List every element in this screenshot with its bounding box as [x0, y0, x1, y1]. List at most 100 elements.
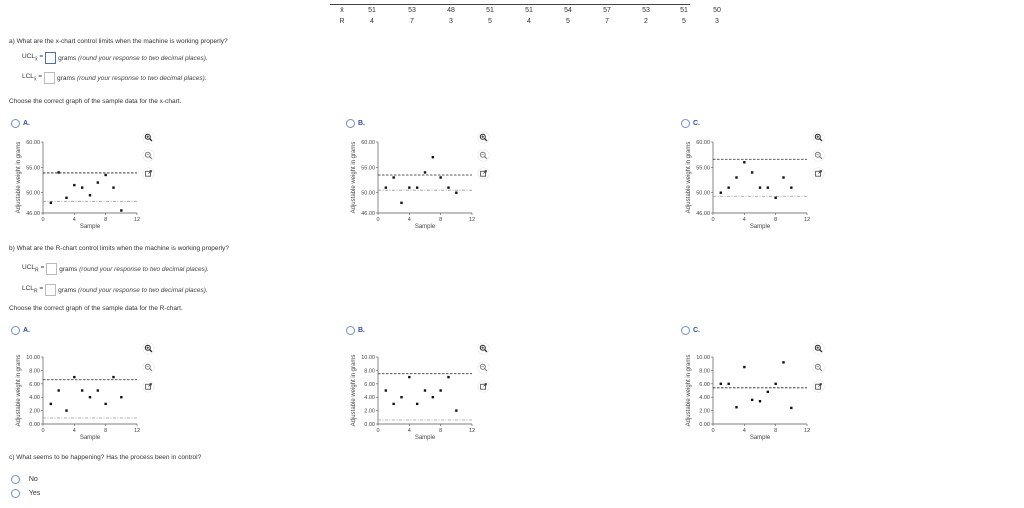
- option-no[interactable]: No: [11, 475, 38, 484]
- radio-no[interactable]: [11, 475, 20, 484]
- zoom-out-button[interactable]: [143, 150, 154, 161]
- zoom-out-button[interactable]: [143, 362, 154, 373]
- chart-option-r-A: A. 10.00 8.00 6.00 4.00 2.00 0.00 0 4 8 12 Sample Ad…: [0, 322, 170, 447]
- option-radio-r-A[interactable]: A.: [11, 326, 30, 335]
- option-yes[interactable]: Yes: [11, 489, 40, 498]
- scatter-plot: 10.00 8.00 6.00 4.00 2.00 0.000 4 8 12 Sample Adju…: [16, 355, 140, 441]
- option-radio-r-C[interactable]: C.: [681, 326, 700, 335]
- svg-text:4.00: 4.00: [29, 395, 40, 401]
- zoom-out-button[interactable]: [813, 150, 824, 161]
- svg-text:2.00: 2.00: [364, 409, 375, 415]
- option-radio-xbar-B[interactable]: B.: [346, 119, 365, 128]
- svg-text:50.00: 50.00: [26, 191, 40, 197]
- popout-button[interactable]: [813, 168, 824, 179]
- lcl-r-row: LCLR = grams (round your response to two…: [22, 284, 208, 296]
- table-cell: 5: [488, 18, 492, 25]
- popout-button[interactable]: [478, 168, 489, 179]
- ucl-xbar-input[interactable]: [45, 52, 57, 64]
- option-radio-xbar-C[interactable]: C.: [681, 119, 700, 128]
- popout-icon: [815, 383, 822, 390]
- svg-text:4: 4: [743, 217, 746, 223]
- zoom-in-button[interactable]: [478, 132, 489, 143]
- radio-circle[interactable]: [681, 326, 690, 335]
- lcl-xbar-input[interactable]: [44, 72, 56, 84]
- zoom-in-button[interactable]: [478, 343, 489, 354]
- popout-button[interactable]: [478, 381, 489, 392]
- popout-button[interactable]: [143, 168, 154, 179]
- zoom-in-button[interactable]: [813, 343, 824, 354]
- svg-text:Sample: Sample: [750, 224, 771, 230]
- svg-text:10.00: 10.00: [696, 355, 710, 361]
- zoom-in-button[interactable]: [143, 132, 154, 143]
- chart-option-xbar-C: C. 60.00 55.00 50.00 46.00 0 4 8 12 Sample Adjusta…: [670, 115, 840, 230]
- scatter-plot: 60.00 55.00 50.00 46.000 4 8 12 Sample Adjustabl…: [351, 140, 475, 230]
- option-label: B.: [358, 120, 365, 127]
- svg-text:Adjustable weight in grams: Adjustable weight in grams: [351, 355, 357, 427]
- table-cell: 53: [408, 7, 416, 14]
- radio-circle[interactable]: [346, 119, 355, 128]
- table-cell: 53: [642, 7, 650, 14]
- option-label: A.: [23, 120, 30, 127]
- svg-text:10.00: 10.00: [26, 355, 40, 361]
- svg-text:8.00: 8.00: [699, 368, 710, 374]
- svg-text:Sample: Sample: [415, 224, 436, 230]
- lcl-r-input[interactable]: [45, 284, 57, 296]
- svg-text:Adjustable weight in grams: Adjustable weight in grams: [686, 355, 692, 427]
- svg-text:55.00: 55.00: [361, 165, 375, 171]
- radio-yes[interactable]: [11, 489, 20, 498]
- chart-option-xbar-A: A. 60.00 55.00 50.00 46.00 0 4 8 12 Sample Adjusta…: [0, 115, 170, 230]
- table-cell: 51: [525, 7, 533, 14]
- lcl-label: LCLR =: [22, 285, 44, 295]
- table-cell: 5: [566, 18, 570, 25]
- zoom-out-button[interactable]: [813, 362, 824, 373]
- table-cell: 51: [486, 7, 494, 14]
- svg-text:0: 0: [376, 217, 379, 223]
- option-radio-r-B[interactable]: B.: [346, 326, 365, 335]
- svg-text:55.00: 55.00: [26, 165, 40, 171]
- svg-text:4: 4: [743, 428, 746, 434]
- radio-circle[interactable]: [346, 326, 355, 335]
- zoom-out-icon: [814, 363, 823, 372]
- zoom-out-button[interactable]: [478, 150, 489, 161]
- svg-text:Adjustable weight in grams: Adjustable weight in grams: [16, 355, 22, 427]
- zoom-in-icon: [814, 133, 823, 142]
- svg-text:Sample: Sample: [80, 435, 101, 441]
- svg-text:0: 0: [376, 428, 379, 434]
- row-label: x̄: [340, 7, 344, 14]
- popout-button[interactable]: [143, 381, 154, 392]
- table-cell: 51: [680, 7, 688, 14]
- svg-text:2.00: 2.00: [29, 409, 40, 415]
- svg-text:0: 0: [41, 217, 44, 223]
- radio-circle[interactable]: [11, 119, 20, 128]
- svg-text:60.00: 60.00: [26, 140, 40, 146]
- svg-text:Sample: Sample: [80, 224, 101, 230]
- ucl-r-input[interactable]: [46, 263, 58, 275]
- radio-circle[interactable]: [11, 326, 20, 335]
- chart-option-r-C: C. 10.00 8.00 6.00 4.00 2.00 0.00 0 4 8 12 Sample Ad…: [670, 322, 840, 447]
- svg-text:0.00: 0.00: [29, 422, 40, 428]
- svg-text:6.00: 6.00: [699, 382, 710, 388]
- scatter-plot: 10.00 8.00 6.00 4.00 2.00 0.000 4 8 12 Sample Adju…: [686, 355, 810, 441]
- svg-text:8.00: 8.00: [364, 368, 375, 374]
- zoom-in-button[interactable]: [143, 343, 154, 354]
- svg-text:12: 12: [134, 428, 140, 434]
- scatter-plot: 60.00 55.00 50.00 46.000 4 8 12 Sample Adjustabl…: [16, 140, 140, 230]
- popout-button[interactable]: [813, 381, 824, 392]
- table-cell: 3: [449, 18, 453, 25]
- zoom-in-icon: [479, 133, 488, 142]
- svg-text:46.00: 46.00: [696, 211, 710, 217]
- zoom-out-button[interactable]: [478, 362, 489, 373]
- ucl-xbar-row: UCLx̄ = grams (round your response to tw…: [22, 52, 208, 64]
- svg-text:4.00: 4.00: [364, 395, 375, 401]
- table-cell: 7: [605, 18, 609, 25]
- svg-text:2.00: 2.00: [699, 409, 710, 415]
- radio-circle[interactable]: [681, 119, 690, 128]
- svg-text:0: 0: [41, 428, 44, 434]
- popout-icon: [480, 383, 487, 390]
- popout-icon: [480, 170, 487, 177]
- question-b: b) What are the R-chart control limits w…: [9, 245, 230, 252]
- option-radio-xbar-A[interactable]: A.: [11, 119, 30, 128]
- zoom-in-button[interactable]: [813, 132, 824, 143]
- svg-text:Adjustable weight in grams: Adjustable weight in grams: [351, 142, 357, 214]
- zoom-out-icon: [479, 151, 488, 160]
